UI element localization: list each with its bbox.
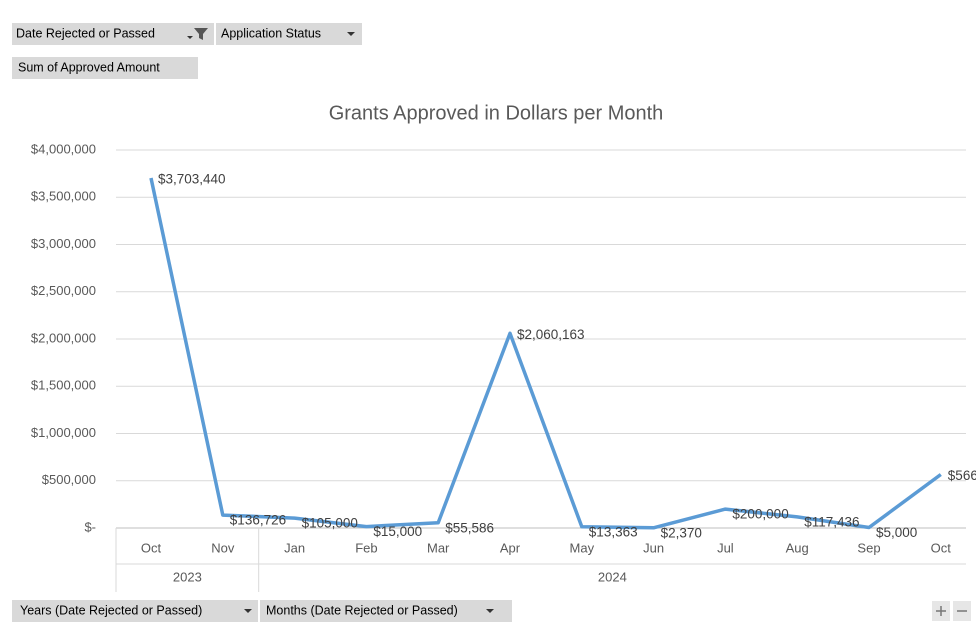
dropdown-icon [347, 32, 355, 36]
x-tick-label: Aug [786, 540, 809, 555]
x-group-label: 2024 [598, 569, 627, 584]
data-label: $200,000 [732, 507, 788, 522]
y-tick-label: $- [84, 519, 96, 534]
data-label: $2,370 [661, 525, 702, 540]
dropdown-icon [244, 609, 252, 613]
data-label: $136,726 [230, 513, 286, 528]
line-series [149, 177, 942, 530]
button-bg [12, 23, 214, 45]
y-tick-label: $3,500,000 [31, 189, 96, 204]
x-tick-label: Jun [643, 540, 664, 555]
y-tick-label: $2,500,000 [31, 283, 96, 298]
x-tick-label: Oct [141, 540, 162, 555]
plus-icon [936, 606, 946, 616]
button-label: Date Rejected or Passed [16, 26, 155, 40]
y-tick-label: $2,000,000 [31, 330, 96, 345]
data-label: $13,363 [589, 524, 638, 539]
x-tick-label: Nov [211, 540, 235, 555]
x-tick-label: Mar [427, 540, 450, 555]
button-label: Years (Date Rejected or Passed) [20, 603, 202, 617]
x-tick-label: Jul [717, 540, 734, 555]
y-tick-label: $1,000,000 [31, 425, 96, 440]
data-label: $3,703,440 [158, 172, 226, 187]
filter-button[interactable]: Date Rejected or Passed [12, 23, 214, 45]
dropdown-icon [486, 609, 494, 613]
x-tick-label: Feb [355, 540, 377, 555]
data-label: $566,310 [948, 468, 976, 483]
x-tick-label: Apr [500, 540, 521, 555]
filter-icon [194, 28, 208, 40]
legend-button[interactable]: Application Status [216, 23, 362, 45]
x-tick-label: Oct [931, 540, 952, 555]
data-label: $55,586 [445, 520, 494, 535]
x-tick-label: Sep [857, 540, 880, 555]
y-tick-label: $1,500,000 [31, 378, 96, 393]
expand-buttons[interactable] [932, 601, 971, 621]
chart-title: Grants Approved in Dollars per Month [329, 102, 664, 124]
button-label: Months (Date Rejected or Passed) [266, 603, 458, 617]
months-button[interactable]: Months (Date Rejected or Passed) [260, 600, 512, 622]
x-group-label: 2023 [173, 569, 202, 584]
y-tick-label: $3,000,000 [31, 236, 96, 251]
button-bg [12, 57, 198, 79]
button-bg [216, 23, 362, 45]
x-tick-label: May [570, 540, 595, 555]
data-label: $5,000 [876, 525, 917, 540]
data-label: $2,060,163 [517, 327, 585, 342]
y-tick-label: $500,000 [42, 472, 96, 487]
values-button[interactable]: Sum of Approved Amount [12, 57, 198, 79]
data-label: $15,000 [373, 524, 422, 539]
y-tick-label: $4,000,000 [31, 141, 96, 156]
dropdown-icon [187, 36, 193, 39]
data-label: $117,436 [804, 514, 859, 529]
button-bg [12, 600, 258, 622]
button-bg [260, 600, 512, 622]
years-button[interactable]: Years (Date Rejected or Passed) [12, 600, 258, 622]
button-label: Sum of Approved Amount [18, 60, 160, 74]
x-tick-label: Jan [284, 540, 305, 555]
button-label: Application Status [221, 26, 321, 40]
data-label: $105,000 [302, 516, 358, 531]
